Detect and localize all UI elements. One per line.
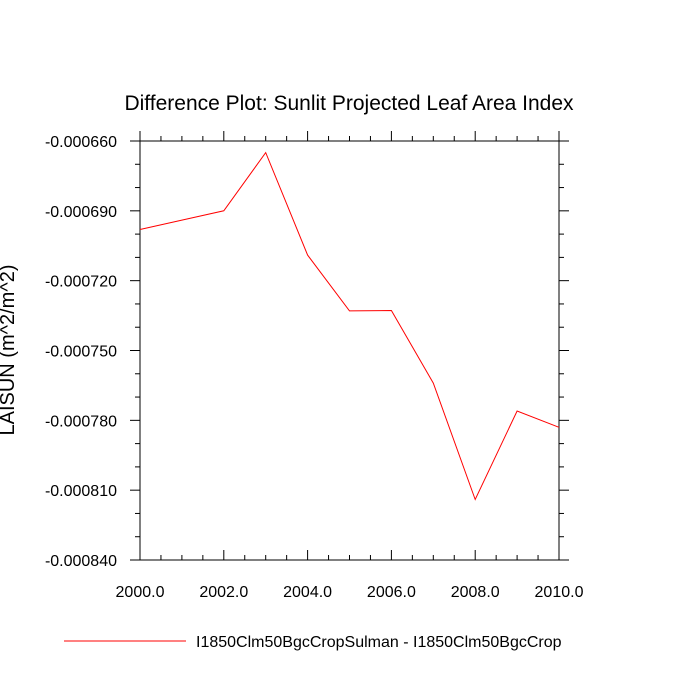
y-axis-ticks: -0.000660 -0.000690 -0.000720 -0.000750 -0.0… [45, 134, 569, 570]
y-tick-label: -0.000660 [45, 134, 117, 151]
y-tick-label: -0.000690 [45, 204, 117, 221]
x-tick-label: 2002.0 [199, 584, 248, 601]
y-tick-label: -0.000780 [45, 413, 117, 430]
x-tick-label: 2004.0 [283, 584, 332, 601]
legend-label: I1850Clm50BgcCropSulman - I1850Clm50BgcC… [196, 634, 562, 651]
plot-frame [139, 140, 560, 561]
legend: I1850Clm50BgcCropSulman - I1850Clm50BgcC… [64, 634, 562, 651]
chart-title: Difference Plot: Sunlit Projected Leaf A… [124, 92, 574, 115]
x-tick-label: 2008.0 [451, 584, 500, 601]
y-tick-label: -0.000840 [45, 553, 117, 570]
x-tick-label: 2006.0 [367, 584, 416, 601]
x-tick-label: 2010.0 [535, 584, 584, 601]
y-axis-label: LAISUN (m^2/m^2) [0, 264, 19, 435]
y-tick-label: -0.000720 [45, 274, 117, 291]
series-group [139, 151, 560, 501]
x-axis-ticks: 2000.0 2002.0 2004.0 2006.0 2008.0 2010.0 [116, 131, 584, 601]
x-tick-label: 2000.0 [116, 584, 165, 601]
y-tick-label: -0.000750 [45, 344, 117, 361]
y-tick-label: -0.000810 [45, 483, 117, 500]
series-line [139, 151, 560, 501]
